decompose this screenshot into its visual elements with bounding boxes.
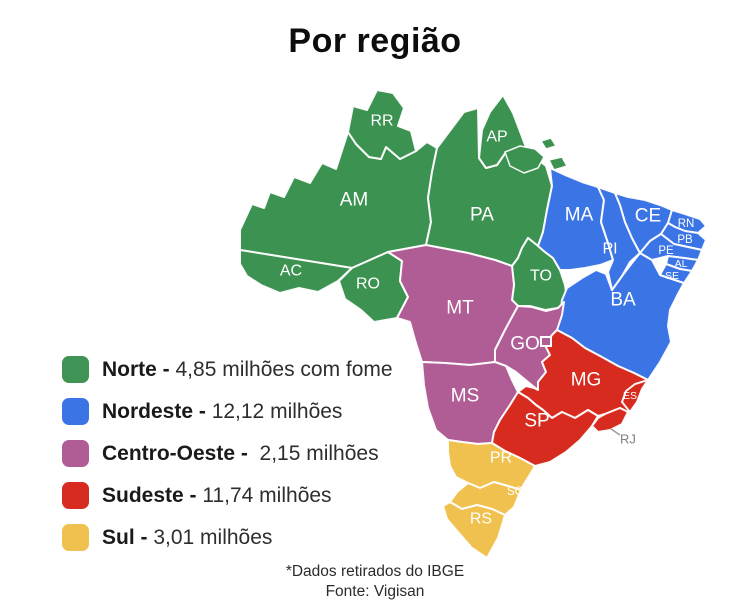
legend-region-value: 12,12 milhões xyxy=(211,399,343,423)
state-label-ba: BA xyxy=(610,290,636,311)
legend-region-name: Sul - xyxy=(102,525,154,549)
region-sudeste xyxy=(491,329,649,467)
page-title: Por região xyxy=(288,22,462,60)
state-label-se: SE xyxy=(665,270,679,282)
state-label-ap: AP xyxy=(486,129,507,146)
state-label-rr: RR xyxy=(370,113,393,130)
state-df-marker xyxy=(540,336,552,347)
state-label-sc: SC xyxy=(507,486,523,498)
state-label-to: TO xyxy=(530,268,552,285)
legend: Norte - 4,85 milhões com fome Nordeste -… xyxy=(62,356,393,551)
state-label-mt: MT xyxy=(446,298,474,319)
legend-region-value: 4,85 milhões com fome xyxy=(175,357,393,381)
legend-region-name: Sudeste - xyxy=(102,483,203,507)
marajo-island xyxy=(504,145,545,174)
legend-item-nordeste: Nordeste - 12,12 milhões xyxy=(62,398,393,425)
legend-label-centro-oeste: Centro-Oeste - 2,15 milhões xyxy=(102,442,379,466)
legend-region-name: Norte - xyxy=(102,357,176,381)
source-note: *Dados retirados do IBGE Fonte: Vigisan xyxy=(0,562,750,602)
legend-label-sul: Sul - 3,01 milhões xyxy=(102,526,272,550)
state-label-rn: RN xyxy=(678,218,695,230)
state-rr xyxy=(347,89,417,160)
state-label-ro: RO xyxy=(356,276,380,293)
state-label-ms: MS xyxy=(451,386,480,407)
delta-island-small xyxy=(540,137,557,150)
legend-label-nordeste: Nordeste - 12,12 milhões xyxy=(102,400,342,424)
rj-pointer-line xyxy=(610,428,621,436)
state-label-go: GO xyxy=(510,334,540,355)
source-line-1: *Dados retirados do IBGE xyxy=(285,563,465,580)
region-centro-oeste xyxy=(387,244,565,445)
legend-item-sudeste: Sudeste - 11,74 milhões xyxy=(62,482,393,509)
legend-item-norte: Norte - 4,85 milhões com fome xyxy=(62,356,393,383)
state-rj xyxy=(591,407,629,433)
state-label-rs: RS xyxy=(470,511,492,528)
state-se xyxy=(659,263,693,284)
state-label-pb: PB xyxy=(677,234,693,246)
state-label-pr: PR xyxy=(490,450,512,467)
region-norte xyxy=(239,89,568,323)
legend-label-norte: Norte - 4,85 milhões com fome xyxy=(102,358,393,382)
state-pe xyxy=(639,233,703,261)
state-label-pa: PA xyxy=(470,205,494,226)
state-label-mg: MG xyxy=(571,370,602,391)
legend-item-sul: Sul - 3,01 milhões xyxy=(62,524,393,551)
region-sul xyxy=(442,439,536,559)
state-es xyxy=(621,379,649,413)
state-labels: RR AP AM PA AC RO TO MA PI CE RN PB PE A… xyxy=(280,113,694,528)
state-label-rj: RJ xyxy=(620,432,636,447)
legend-item-centro-oeste: Centro-Oeste - 2,15 milhões xyxy=(62,440,393,467)
state-label-pe: PE xyxy=(658,245,674,257)
state-label-ce: CE xyxy=(635,206,661,227)
legend-region-name: Nordeste - xyxy=(102,399,212,423)
legend-swatch-sul xyxy=(62,524,89,551)
legend-region-value: 2,15 milhões xyxy=(253,441,379,465)
legend-region-value: 3,01 milhões xyxy=(153,525,273,549)
state-label-ac: AC xyxy=(280,263,302,280)
source-line-2: Fonte: Vigisan xyxy=(325,583,425,600)
state-label-es: ES xyxy=(623,390,637,402)
state-label-ma: MA xyxy=(565,205,594,226)
legend-swatch-norte xyxy=(62,356,89,383)
legend-region-value: 11,74 milhões xyxy=(202,483,332,507)
legend-swatch-centro-oeste xyxy=(62,440,89,467)
legend-swatch-nordeste xyxy=(62,398,89,425)
state-label-al: AL xyxy=(675,258,688,270)
delta-island xyxy=(548,156,568,171)
state-rs xyxy=(442,501,506,559)
state-label-am: AM xyxy=(340,190,369,211)
legend-label-sudeste: Sudeste - 11,74 milhões xyxy=(102,484,332,508)
legend-swatch-sudeste xyxy=(62,482,89,509)
state-label-sp: SP xyxy=(524,411,549,432)
state-label-pi: PI xyxy=(602,241,617,258)
legend-region-name: Centro-Oeste - xyxy=(102,441,254,465)
state-sp xyxy=(491,391,599,467)
